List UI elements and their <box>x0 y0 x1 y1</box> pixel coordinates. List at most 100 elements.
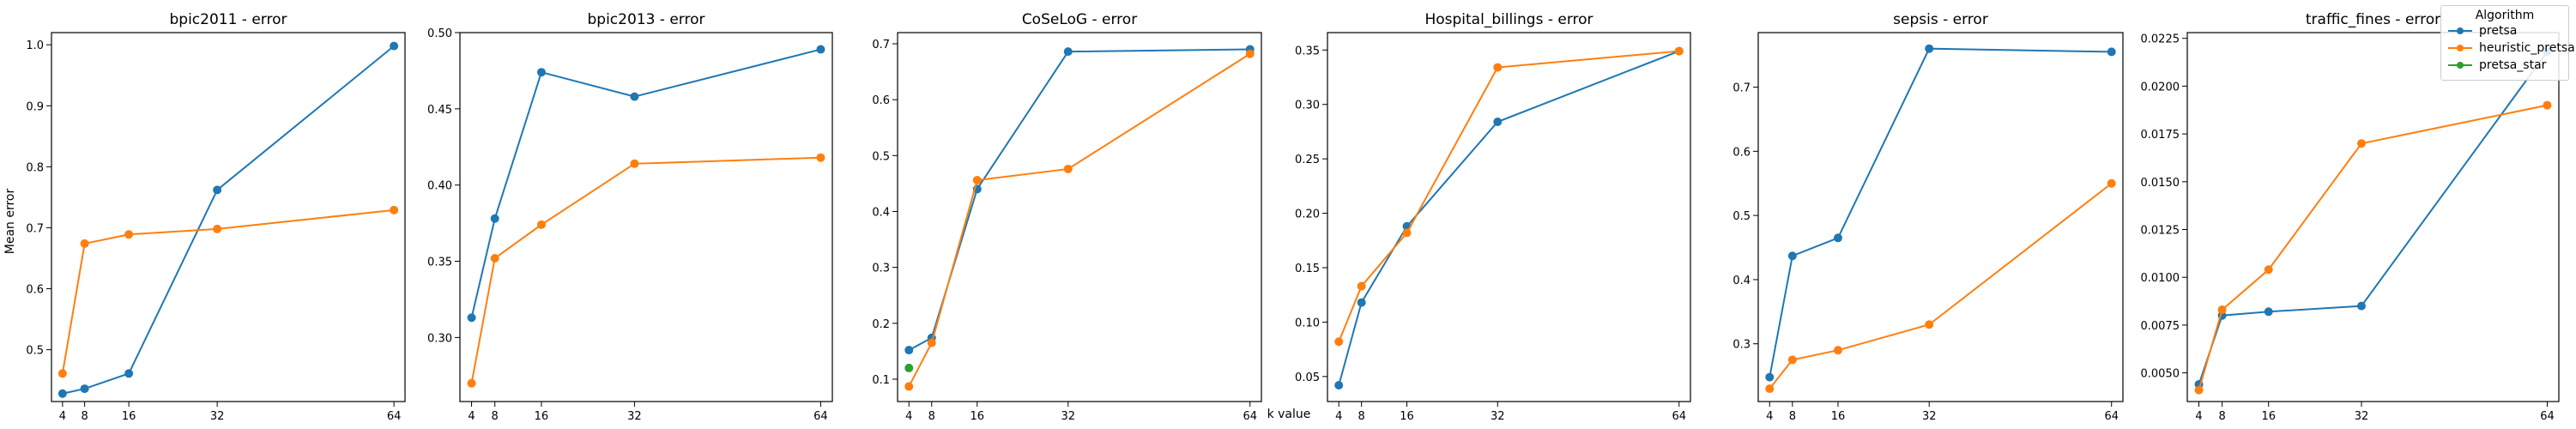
data-point-heuristic-pretsa <box>57 369 67 378</box>
data-point-heuristic-pretsa <box>2543 100 2552 110</box>
axes-frame <box>51 32 406 402</box>
y-tick-label: 0.15 <box>1295 263 1320 275</box>
x-tick-label: 4 <box>468 410 475 423</box>
subplot-3: CoSeLoG - error 0.1 0.2 0.3 0.4 0.5 0.6 0.7 4 8 16… <box>872 11 1262 423</box>
y-tick-label: 0.0200 <box>2141 81 2180 94</box>
data-point-heuristic-pretsa <box>124 230 134 239</box>
data-point-heuristic-pretsa <box>1063 164 1073 173</box>
y-tick-label: 0.0150 <box>2141 177 2180 190</box>
data-point-heuristic-pretsa <box>536 220 546 229</box>
y-tick-label: 0.0175 <box>2141 129 2180 142</box>
y-tick-label: 0.0050 <box>2141 368 2180 381</box>
series-line-pretsa <box>1338 50 1680 386</box>
data-point-pretsa <box>490 214 499 223</box>
data-point-pretsa <box>213 185 222 195</box>
series-line-heuristic-pretsa <box>908 52 1251 387</box>
x-tick-label: 32 <box>1061 410 1075 423</box>
axes-frame <box>1327 32 1691 402</box>
data-point-pretsa <box>57 389 67 398</box>
y-tick-label: 0.7 <box>872 39 890 51</box>
y-tick-label: 0.3 <box>872 263 890 275</box>
series-line-pretsa <box>62 45 395 395</box>
x-tick-label: 16 <box>2261 410 2276 423</box>
y-tick-label: 0.5 <box>872 150 890 163</box>
legend: Algorithm pretsa heuristic_pretsa pretsa… <box>2440 5 2575 81</box>
axes-frame <box>2186 32 2560 402</box>
data-point-pretsa <box>390 41 399 51</box>
data-point-heuristic-pretsa <box>213 224 222 233</box>
data-point-pretsa <box>2264 307 2273 317</box>
x-tick-label: 32 <box>627 410 642 423</box>
series-line-pretsa <box>908 48 1250 351</box>
x-axis-label: k value <box>1267 408 1311 421</box>
y-tick-label: 0.3 <box>1732 339 1751 352</box>
y-tick-label: 0.7 <box>26 222 44 235</box>
y-tick-label: 0.30 <box>427 332 452 345</box>
x-tick-label: 64 <box>2540 410 2555 423</box>
x-tick-label: 32 <box>1922 410 1937 423</box>
data-point-heuristic-pretsa <box>972 176 982 184</box>
x-tick-label: 64 <box>1243 410 1257 423</box>
y-tick-label: 0.4 <box>1732 275 1751 287</box>
data-point-pretsa <box>467 313 476 323</box>
x-tick-label: 16 <box>122 410 136 423</box>
y-axis-label: Mean error <box>3 189 17 255</box>
axes-frame <box>1757 32 2124 402</box>
subplot-title: sepsis - error <box>1893 11 1988 28</box>
x-tick-label: 4 <box>59 410 66 423</box>
series-line-heuristic-pretsa <box>2198 104 2548 390</box>
data-point-pretsa <box>816 45 825 54</box>
subplot-2: bpic2013 - error 0.30 0.35 0.40 0.45 0.50 4 8 16… <box>427 11 833 423</box>
legend-marker-pretsa-star <box>2457 62 2464 69</box>
subplot-title: CoSeLoG - error <box>1022 11 1137 28</box>
x-tick-label: 8 <box>81 410 88 423</box>
x-tick-label: 8 <box>2218 410 2225 423</box>
data-point-pretsa <box>536 68 546 77</box>
series-line-pretsa <box>2198 51 2549 385</box>
y-tick-label: 0.7 <box>1732 82 1751 95</box>
axes-frame <box>459 32 833 402</box>
data-point-heuristic-pretsa <box>390 205 399 214</box>
axes-frame <box>897 32 1262 402</box>
subplot-1: bpic2011 - error 0.5 0.6 0.7 0.8 0.9 1.0 4 8 16 32… <box>26 11 406 423</box>
subplot-title: traffic_fines - error <box>2306 11 2440 28</box>
data-point-heuristic-pretsa <box>2356 139 2366 148</box>
data-point-heuristic-pretsa <box>1402 228 1412 238</box>
y-tick-label: 0.5 <box>26 345 44 358</box>
legend-entry-heuristic-pretsa: heuristic_pretsa <box>2441 39 2575 57</box>
data-point-pretsa <box>1357 298 1366 307</box>
x-tick-label: 32 <box>2355 410 2369 423</box>
y-tick-label: 0.30 <box>1295 100 1320 112</box>
y-tick-label: 0.0225 <box>2141 33 2180 46</box>
y-tick-label: 0.35 <box>427 257 452 269</box>
x-tick-label: 8 <box>1789 410 1796 423</box>
data-point-heuristic-pretsa <box>1334 337 1344 347</box>
x-tick-label: 64 <box>387 410 402 423</box>
x-tick-label: 16 <box>970 410 984 423</box>
y-tick-label: 0.0100 <box>2141 272 2180 285</box>
x-tick-label: 16 <box>1831 410 1846 423</box>
y-tick-label: 0.50 <box>427 27 452 40</box>
x-tick-label: 32 <box>1491 410 1505 423</box>
data-point-heuristic-pretsa <box>2217 305 2227 315</box>
legend-label-pretsa: pretsa <box>2479 24 2518 38</box>
data-point-pretsa <box>2107 47 2116 57</box>
x-tick-label: 4 <box>1335 410 1342 423</box>
data-point-heuristic-pretsa <box>2107 178 2116 188</box>
subplot-4: Hospital_billings - error 0.05 0.10 0.15 0.2… <box>1295 11 1691 423</box>
y-tick-label: 0.4 <box>872 206 890 219</box>
subplot-5: sepsis - error 0.3 0.4 0.5 0.6 0.7 4 8 16 32 64 <box>1732 11 2124 423</box>
data-point-heuristic-pretsa <box>1833 346 1842 355</box>
data-point-pretsa <box>2356 301 2366 311</box>
series-line-heuristic-pretsa <box>61 208 395 374</box>
legend-marker-pretsa <box>2457 27 2464 34</box>
data-point-heuristic-pretsa <box>1925 320 1934 329</box>
legend-marker-heuristic-pretsa <box>2457 45 2464 51</box>
x-tick-label: 16 <box>535 410 549 423</box>
data-point-pretsa <box>1334 380 1344 390</box>
data-point-pretsa <box>1493 118 1503 127</box>
legend-label-heuristic-pretsa: heuristic_pretsa <box>2479 41 2575 55</box>
x-tick-label: 4 <box>1766 410 1773 423</box>
y-tick-label: 0.5 <box>1732 210 1751 223</box>
y-tick-label: 0.25 <box>1295 154 1320 166</box>
